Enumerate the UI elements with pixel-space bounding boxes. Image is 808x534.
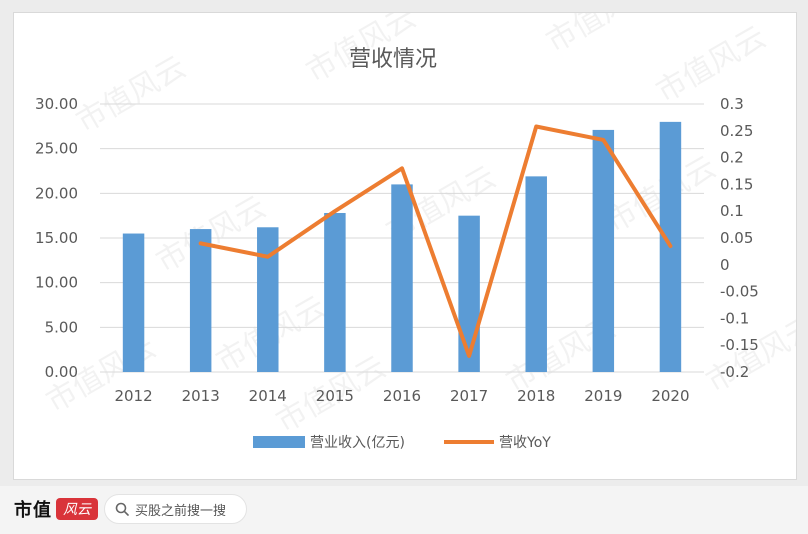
brand-badge: 风云: [56, 498, 98, 520]
yoy-line: [198, 124, 673, 358]
line-series: [198, 124, 673, 358]
x-tick-label: 2020: [651, 387, 689, 405]
y-right-tick-label: -0.1: [720, 309, 749, 327]
y-right-tick-label: 0.1: [720, 202, 744, 220]
y-right-tick-labels: -0.2 -0.15 -0.1 -0.05 0 0.05 0.1 0.15 0.2 0.25 0.3: [720, 95, 759, 381]
yoy-point: [199, 241, 203, 245]
y-right-tick-label: 0.05: [720, 229, 753, 247]
y-right-tick-label: -0.05: [720, 283, 759, 301]
legend-label-line: 营收YoY: [499, 435, 551, 451]
y-right-tick-label: -0.2: [720, 363, 749, 381]
y-left-tick-labels: 0.00 5.00 10.00 15.00 20.00 25.00 30.00: [35, 95, 78, 381]
revenue-chart: 市值风云市值风云市值风云市值风云市值风云市值风云市值风云市值风云市值风云市值风云…: [35, 13, 797, 451]
y-left-tick-label: 5.00: [45, 318, 78, 336]
x-tick-label: 2013: [182, 387, 220, 405]
y-left-tick-label: 20.00: [35, 184, 78, 202]
yoy-point: [601, 138, 605, 142]
x-tick-label: 2015: [316, 387, 354, 405]
bar: [458, 215, 480, 372]
bar: [391, 184, 413, 372]
chart-card: 市值风云市值风云市值风云市值风云市值风云市值风云市值风云市值风云市值风云市值风云…: [13, 12, 797, 480]
yoy-point: [668, 244, 672, 248]
watermark-text: 市值风云: [71, 50, 192, 140]
legend: 营业收入(亿元) 营收YoY: [253, 435, 551, 451]
y-right-tick-label: 0.25: [720, 122, 753, 140]
y-right-tick-label: 0.15: [720, 175, 753, 193]
yoy-point: [333, 209, 337, 213]
y-left-tick-label: 10.00: [35, 274, 78, 292]
y-right-tick-label: 0.3: [720, 95, 744, 113]
chart-title: 营收情况: [349, 47, 437, 72]
y-right-tick-label: 0: [720, 256, 730, 274]
search-icon: [115, 502, 129, 516]
y-left-tick-label: 0.00: [45, 363, 78, 381]
y-left-tick-label: 30.00: [35, 95, 78, 113]
bar-series: [122, 121, 682, 372]
brand-name: 市值: [14, 500, 52, 521]
search-button[interactable]: 买股之前搜一搜: [104, 494, 247, 524]
bar: [525, 176, 547, 372]
bar: [324, 212, 346, 372]
watermark-text: 市值风云: [651, 20, 772, 110]
x-tick-label: 2018: [517, 387, 555, 405]
x-tick-labels: 2012 2013 2014 2015 2016 2017 2018 2019 2020: [114, 387, 689, 405]
legend-swatch-bar: [253, 436, 305, 448]
yoy-point: [467, 354, 471, 358]
y-left-tick-label: 25.00: [35, 140, 78, 158]
watermark-text: 市值风云: [541, 13, 662, 60]
x-tick-label: 2016: [383, 387, 421, 405]
search-placeholder: 买股之前搜一搜: [135, 503, 227, 519]
yoy-point: [534, 125, 538, 129]
footer-bar: 市值 风云 买股之前搜一搜: [0, 486, 808, 534]
yoy-point: [266, 255, 270, 259]
brand-logo[interactable]: 市值 风云: [14, 496, 98, 522]
yoy-point: [400, 166, 404, 170]
x-tick-label: 2019: [584, 387, 622, 405]
watermark-layer: 市值风云市值风云市值风云市值风云市值风云市值风云市值风云市值风云市值风云市值风云…: [41, 13, 797, 440]
x-tick-label: 2017: [450, 387, 488, 405]
x-tick-label: 2012: [114, 387, 152, 405]
y-right-tick-label: -0.15: [720, 336, 759, 354]
x-tick-label: 2014: [249, 387, 287, 405]
y-left-tick-label: 15.00: [35, 229, 78, 247]
bar: [257, 227, 279, 372]
bar: [122, 233, 145, 372]
bar: [189, 229, 212, 372]
y-right-tick-label: 0.2: [720, 149, 744, 167]
legend-label-bar: 营业收入(亿元): [310, 435, 405, 451]
bar: [592, 129, 615, 372]
